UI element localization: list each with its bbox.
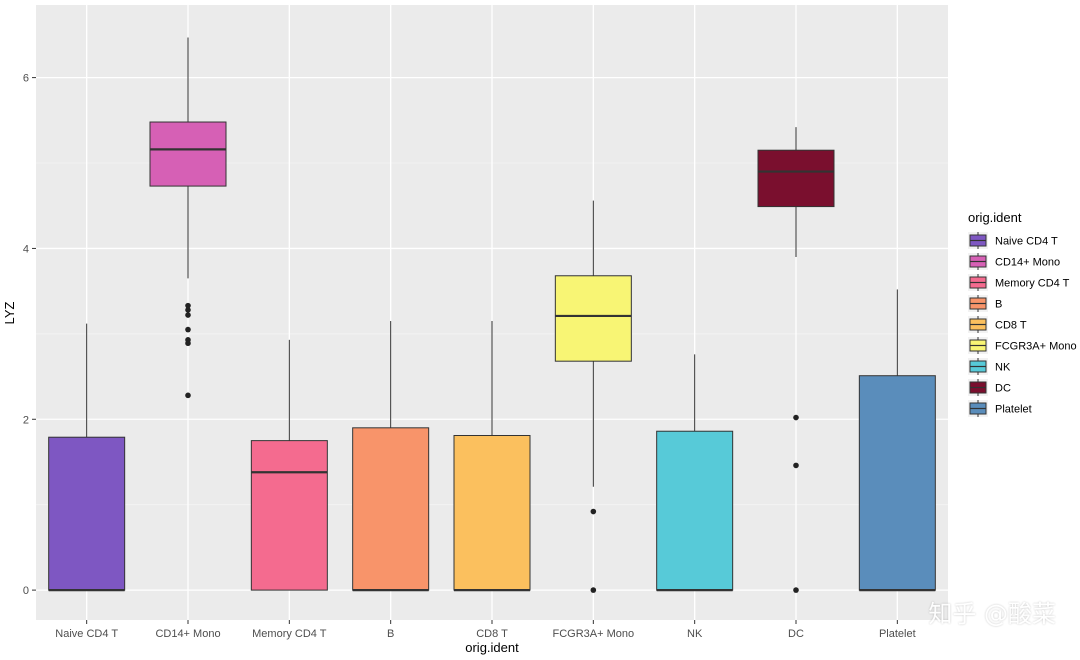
y-tick-label: 2 [23, 414, 29, 426]
legend-item: CD8 T [968, 316, 1027, 333]
legend-label: Naive CD4 T [995, 236, 1058, 248]
legend: orig.ident Naive CD4 T CD14+ Mono Memory C… [968, 210, 1077, 417]
outlier-point [793, 414, 799, 421]
watermark: 知乎 @酸菜 [928, 600, 1056, 628]
box-cd8-t [453, 321, 531, 592]
legend-item: Naive CD4 T [968, 232, 1058, 249]
box-body [352, 427, 430, 591]
box-naive-cd4-t [48, 323, 126, 592]
legend-item: FCGR3A+ Mono [968, 337, 1077, 354]
box-body [554, 275, 632, 362]
x-tick-label: CD8 T [476, 628, 508, 640]
legend-item: Memory CD4 T [968, 274, 1070, 291]
box-body [656, 430, 734, 591]
y-tick-label: 0 [23, 585, 29, 597]
y-tick-label: 4 [23, 243, 29, 255]
legend-title: orig.ident [968, 210, 1022, 225]
legend-label: NK [995, 362, 1011, 374]
x-tick-label: DC [788, 628, 804, 640]
legend-item: B [968, 295, 1002, 312]
box-body [858, 375, 936, 591]
box-memory-cd4-t [250, 339, 328, 591]
box-body [149, 121, 227, 187]
outlier-point [793, 462, 799, 469]
legend-item: DC [968, 379, 1011, 396]
legend-label: DC [995, 383, 1011, 395]
box-body [453, 435, 531, 591]
legend-label: Memory CD4 T [995, 278, 1070, 290]
legend-item: CD14+ Mono [968, 253, 1060, 270]
x-axis-title: orig.ident [465, 640, 519, 655]
box-platelet [858, 289, 936, 592]
legend-item: NK [968, 358, 1011, 375]
box-body [48, 436, 126, 591]
x-tick-label: B [387, 628, 394, 640]
box-series [48, 37, 936, 593]
box-b [352, 321, 430, 592]
box-nk [656, 354, 734, 592]
outlier-point [185, 340, 191, 347]
box-cd14-mono [149, 37, 227, 399]
x-axis: Naive CD4 T CD14+ Mono Memory CD4 T B CD8 T F… [55, 620, 916, 640]
outlier-point [793, 587, 799, 593]
box-body [250, 440, 328, 591]
x-tick-label: Memory CD4 T [252, 628, 327, 640]
outlier-point [185, 302, 191, 309]
outlier-point [185, 307, 191, 313]
outlier-point [185, 326, 191, 333]
x-tick-label: Platelet [879, 628, 916, 640]
outlier-point [185, 312, 191, 318]
y-axis: 0 2 4 6 [23, 73, 36, 597]
x-tick-label: CD14+ Mono [155, 628, 220, 640]
x-tick-label: FCGR3A+ Mono [553, 628, 635, 640]
outlier-point [590, 587, 597, 593]
x-tick-label: Naive CD4 T [55, 628, 118, 640]
box-dc [757, 127, 835, 593]
y-axis-title: LYZ [2, 302, 17, 325]
legend-item: Platelet [968, 400, 1032, 417]
legend-label: Platelet [995, 404, 1032, 416]
legend-label: CD14+ Mono [995, 257, 1060, 269]
legend-label: B [995, 299, 1002, 311]
box-fcgr3a-mono [554, 200, 632, 593]
legend-label: FCGR3A+ Mono [995, 341, 1077, 353]
x-tick-label: NK [687, 628, 703, 640]
legend-label: CD8 T [995, 320, 1027, 332]
outlier-point [590, 508, 597, 515]
box-body [757, 149, 835, 208]
y-tick-label: 6 [23, 73, 29, 85]
outlier-point [185, 392, 191, 399]
